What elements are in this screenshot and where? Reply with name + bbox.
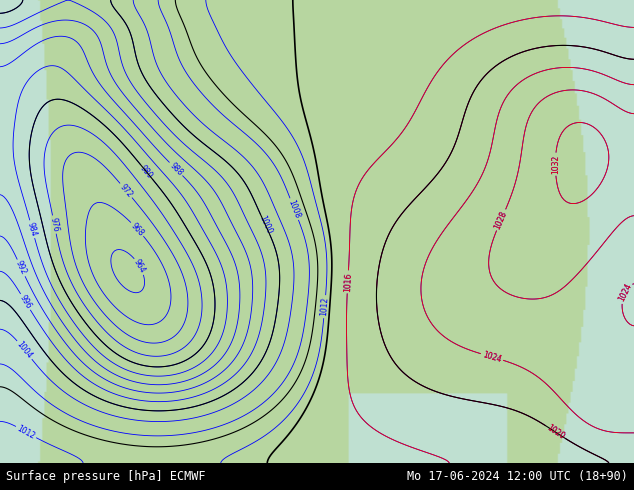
Text: 1032: 1032: [551, 154, 560, 174]
Text: 1012: 1012: [15, 423, 37, 441]
Text: 984: 984: [26, 221, 39, 237]
Text: Mo 17-06-2024 12:00 UTC (18+90): Mo 17-06-2024 12:00 UTC (18+90): [407, 470, 628, 483]
Text: 964: 964: [132, 258, 147, 275]
Text: 1020: 1020: [545, 423, 566, 441]
Text: 1028: 1028: [493, 209, 509, 230]
Text: 1020: 1020: [545, 423, 566, 441]
Text: 1024: 1024: [481, 350, 502, 364]
Text: Surface pressure [hPa] ECMWF: Surface pressure [hPa] ECMWF: [6, 470, 206, 483]
Text: 976: 976: [49, 217, 60, 233]
Text: 1016: 1016: [343, 272, 353, 292]
Text: 972: 972: [118, 182, 134, 199]
Text: 1024: 1024: [616, 282, 633, 303]
Text: 968: 968: [129, 221, 146, 238]
Text: 1024: 1024: [616, 282, 633, 303]
Text: 980: 980: [138, 164, 155, 180]
Text: 1008: 1008: [287, 198, 302, 220]
Text: 1000: 1000: [257, 214, 273, 235]
Text: 1028: 1028: [493, 209, 509, 230]
Text: 996: 996: [18, 294, 33, 311]
Text: 1012: 1012: [320, 297, 330, 317]
Text: 992: 992: [14, 259, 29, 276]
Text: 1016: 1016: [343, 272, 353, 292]
Text: 988: 988: [168, 161, 184, 177]
Text: 1032: 1032: [551, 154, 560, 174]
Text: 1004: 1004: [15, 340, 34, 360]
Text: 1024: 1024: [481, 350, 502, 364]
